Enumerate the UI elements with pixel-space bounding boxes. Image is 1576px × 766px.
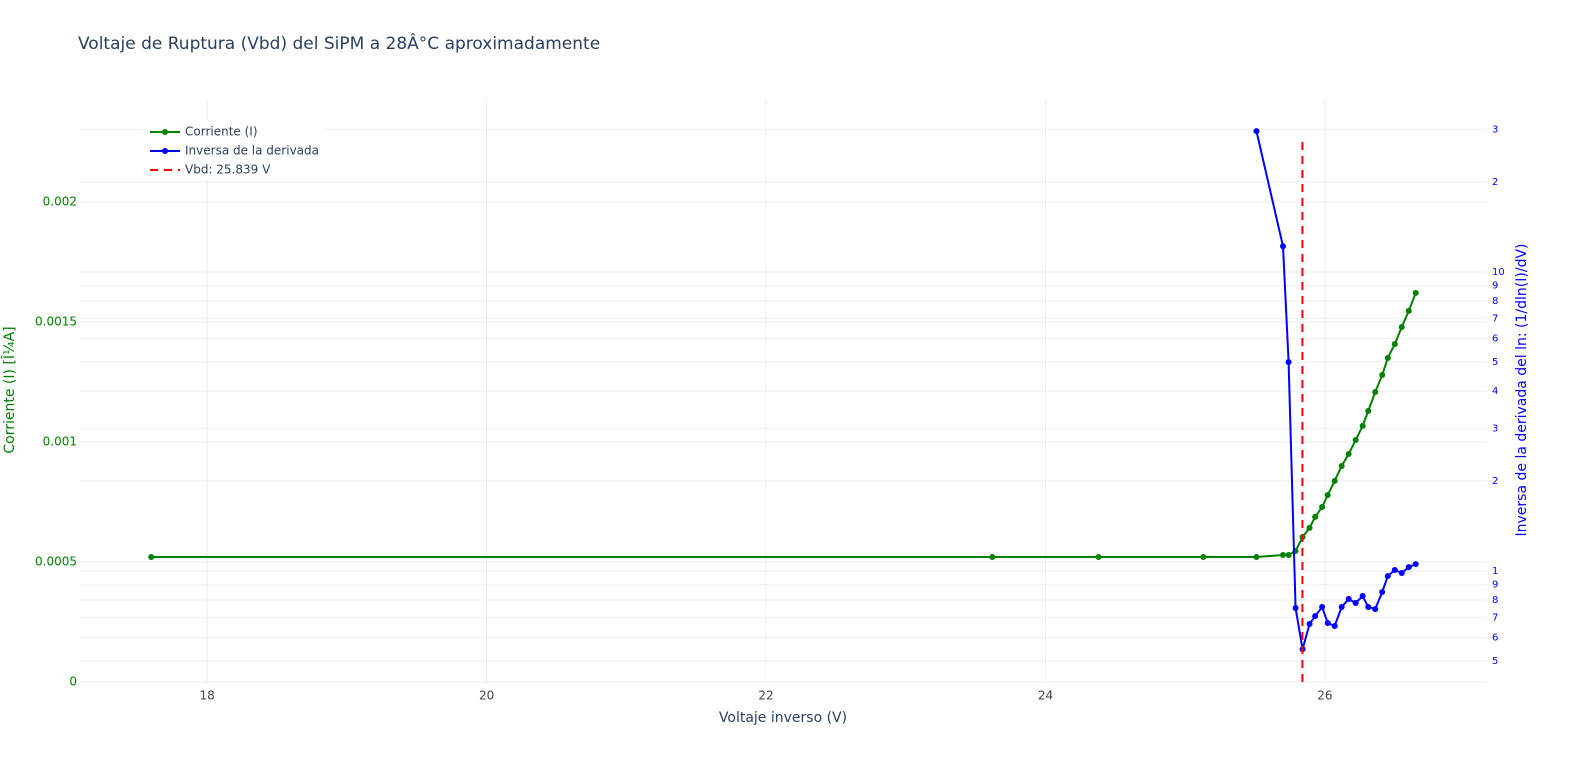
data-point: [1324, 620, 1331, 627]
x-axis-title: Voltaje inverso (V): [719, 710, 847, 726]
data-point: [1312, 513, 1319, 520]
data-point: [1379, 588, 1386, 595]
y2-tick-label: 10: [1492, 267, 1505, 278]
y2-tick-label: 2: [1492, 177, 1498, 188]
data-point: [1331, 622, 1338, 629]
data-point: [1391, 567, 1398, 574]
y2-tick-label: 7: [1492, 612, 1498, 623]
data-point: [1319, 504, 1326, 511]
y2-tick-label: 8: [1492, 296, 1498, 307]
data-point: [1359, 422, 1366, 429]
y2-tick-label: 3: [1492, 124, 1498, 135]
y-tick-label: 0.002: [43, 194, 77, 208]
data-point: [1312, 613, 1319, 620]
data-point: [1345, 596, 1352, 603]
data-point: [1398, 570, 1405, 577]
y2-tick-label: 4: [1492, 386, 1498, 397]
data-point: [1365, 408, 1372, 415]
data-point: [1285, 359, 1292, 366]
x-tick-label: 18: [200, 689, 215, 703]
series-line: [151, 292, 1417, 558]
y2-tick-label: 7: [1492, 313, 1498, 324]
data-point: [1412, 561, 1419, 568]
data-point: [1280, 243, 1287, 250]
data-point: [1280, 552, 1287, 559]
data-point: [1398, 323, 1405, 330]
data-point: [1384, 573, 1391, 580]
data-point: [1365, 604, 1372, 611]
data-point: [1292, 605, 1299, 612]
data-point: [1253, 128, 1260, 135]
y-axis-title: Corriente (I) [Î¼A]: [0, 326, 18, 453]
data-point: [1253, 553, 1260, 560]
data-point: [1372, 389, 1379, 396]
data-point: [1095, 553, 1102, 560]
y2-tick-label: 3: [1492, 423, 1498, 434]
data-point: [1391, 341, 1398, 348]
y2-tick-label: 1: [1492, 566, 1498, 577]
data-point: [1338, 604, 1345, 611]
legend-marker: [162, 129, 168, 135]
y2-tick-label: 5: [1492, 656, 1498, 667]
data-point: [1372, 606, 1379, 613]
data-point: [1324, 492, 1331, 499]
data-point: [1319, 604, 1326, 611]
legend-label: Inversa de la derivada: [185, 144, 319, 158]
data-point: [1200, 553, 1207, 560]
data-point: [1405, 564, 1412, 571]
data-point: [1345, 450, 1352, 457]
y2-tick-label: 2: [1492, 476, 1498, 487]
data-point: [1412, 289, 1419, 296]
y-tick-label: 0: [69, 675, 77, 689]
x-tick-label: 20: [479, 689, 494, 703]
data-point: [1338, 462, 1345, 469]
data-point: [1285, 552, 1292, 559]
data-point: [1405, 307, 1412, 314]
y2-tick-label: 6: [1492, 333, 1498, 344]
x-tick-label: 22: [758, 689, 773, 703]
y2-tick-label: 5: [1492, 357, 1498, 368]
series-line: [1255, 130, 1417, 650]
y-tick-label: 0.0015: [35, 314, 77, 328]
y-tick-label: 0.001: [43, 434, 77, 448]
data-point: [1306, 621, 1313, 628]
data-point: [1352, 437, 1359, 444]
data-point: [148, 553, 155, 560]
y2-tick-label: 6: [1492, 632, 1498, 643]
legend-label: Vbd: 25.839 V: [185, 163, 271, 177]
chart-title: Voltaje de Ruptura (Vbd) del SiPM a 28Â°…: [78, 32, 600, 54]
x-tick-label: 26: [1317, 689, 1332, 703]
data-point: [1384, 354, 1391, 361]
legend-label: Corriente (I): [185, 125, 258, 139]
data-point: [1379, 371, 1386, 378]
data-point: [1331, 477, 1338, 484]
x-tick-label: 24: [1038, 689, 1053, 703]
data-point: [1359, 593, 1366, 600]
legend-marker: [162, 148, 168, 154]
y2-axis-title: Inversa de la derivada del ln: (1/dln(I)…: [1514, 244, 1530, 537]
y-tick-label: 0.0005: [35, 554, 77, 568]
y2-tick-label: 8: [1492, 595, 1498, 606]
y2-tick-label: 9: [1492, 281, 1498, 292]
data-point: [1352, 599, 1359, 606]
y2-tick-label: 9: [1492, 580, 1498, 591]
data-point: [1306, 524, 1313, 531]
data-point: [989, 553, 996, 560]
